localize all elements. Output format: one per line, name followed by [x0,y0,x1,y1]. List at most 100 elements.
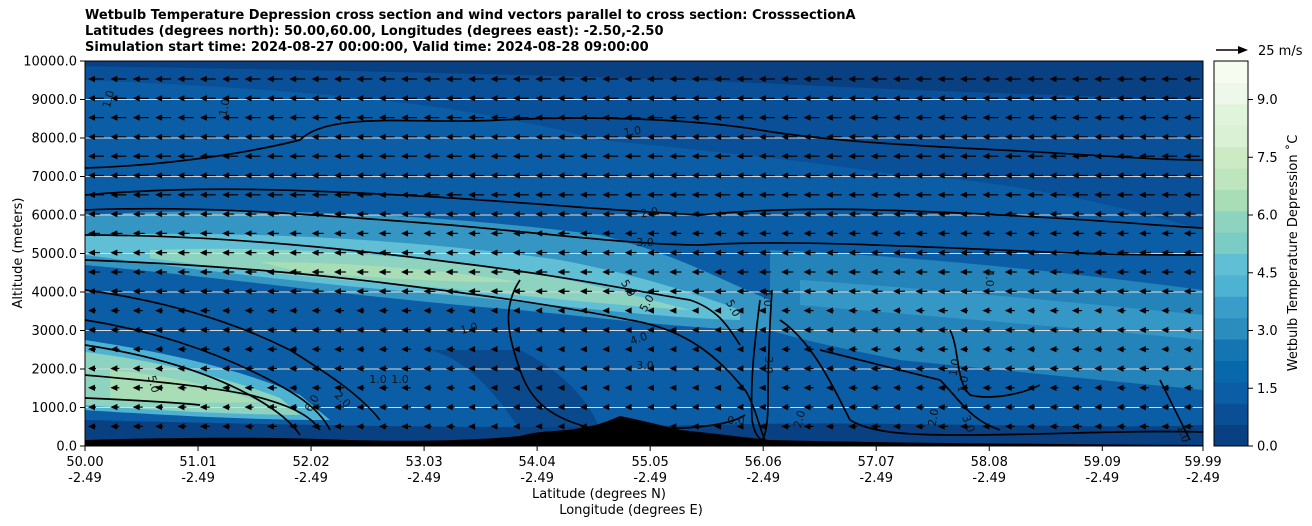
wind-arrow-head [1027,268,1035,276]
wind-arrow-head [781,172,789,179]
wind-arrow-head [289,172,297,179]
wind-arrow-head [803,191,811,198]
wind-arrow-head [736,249,744,256]
wind-arrow-head [781,346,789,353]
wind-arrow-head [222,172,230,179]
wind-arrow-head [199,307,207,314]
wind-arrow-head [1161,75,1169,83]
wind-arrow-head [1049,365,1057,372]
wind-vectors [88,75,1200,430]
wind-arrow-head [579,403,587,411]
wind-arrow-head [222,268,230,276]
wind-arrow-head [758,384,766,391]
wind-arrow-head [781,191,789,198]
wind-arrow-head [110,153,118,160]
contour-label: 4.0 [983,269,996,287]
wind-arrow-head [333,346,341,353]
wind-arrow-head [445,95,453,102]
wind-arrow-head [1116,172,1124,179]
colorbar-segment [1214,125,1248,148]
wind-arrow-head [758,326,766,334]
wind-arrow-head [132,114,140,121]
wind-arrow-head [289,230,297,237]
wind-arrow-head [1183,75,1191,83]
wind-arrow-head [870,307,878,314]
wind-arrow-head [1161,384,1169,391]
wind-arrow-head [222,346,230,353]
wind-arrow-head [222,114,230,121]
wind-arrow-head [803,365,811,372]
colorbar [1214,61,1248,447]
wind-arrow-head [915,268,923,276]
wind-arrow-head [535,95,543,102]
wind-arrow-head [423,326,431,334]
wind-arrow-head [468,326,476,334]
wind-arrow-head [333,75,341,83]
wind-arrow-head [915,230,923,237]
wind-arrow-head [1138,133,1146,141]
wind-arrow-head [333,268,341,276]
wind-arrow-head [132,365,140,372]
wind-arrow-head [445,75,453,83]
wind-arrow-head [624,95,632,102]
wind-arrow-head [356,268,364,276]
wind-arrow-head [602,153,610,160]
y-tick-label: 7000.0 [32,170,78,185]
wind-arrow-head [915,403,923,411]
wind-arrow-head [311,75,319,83]
contour-line [85,289,381,421]
wind-arrow-head [155,249,163,256]
wind-arrow-head [88,403,95,411]
contour-label: 2.0 [926,408,942,427]
wind-arrow-head [803,95,811,102]
wind-arrow-head [870,326,878,334]
wind-arrow-head [736,307,744,314]
wind-arrow-head [781,230,789,237]
wind-arrow-head [736,230,744,237]
wind-arrow-head [870,403,878,411]
wind-arrow-head [1094,249,1102,256]
wind-arrow-head [647,288,654,295]
wind-arrow-head [892,365,900,372]
contour-label: 1.0 [100,89,117,109]
wind-arrow-head [848,346,856,353]
wind-arrow-head [892,114,900,121]
wind-arrow-head [803,230,811,237]
wind-arrow-head [669,210,677,218]
wind-arrow-head [378,268,386,276]
wind-arrow-head [982,153,990,160]
terrain [85,416,1203,446]
wind-arrow-head [1094,268,1102,276]
wind-arrow-head [982,230,990,237]
wind-arrow-head [557,365,565,372]
wind-arrow-head [289,133,297,141]
wind-arrow-head [1116,365,1124,372]
wind-arrow-head [401,114,409,121]
wind-arrow-head [557,133,565,141]
y-tick-label: 4000.0 [32,286,78,301]
wind-arrow-head [222,423,230,430]
wind-arrow-head [624,191,632,198]
wind-arrow-head [289,95,297,102]
wind-arrow-head [1049,153,1057,160]
wind-arrow-head [669,423,677,430]
wind-arrow-head [825,326,833,334]
wind-arrow-head [937,114,945,121]
wind-arrow-head [825,191,833,198]
wind-arrow-head [1183,384,1191,391]
wind-arrow-head [803,114,811,121]
contour-label: 1.0 [956,375,972,394]
wind-arrow-head [937,75,945,83]
wind-arrow-head [960,95,968,102]
wind-arrow-head [535,210,543,218]
wind-arrow-head [691,288,699,295]
wind-arrow-head [88,307,95,314]
wind-arrow-head [1116,133,1124,141]
wind-arrow-head [1027,114,1035,121]
wind-arrow-head [1138,346,1146,353]
wind-arrow-head [1004,230,1012,237]
wind-arrow-head [624,172,632,179]
wind-arrow-head [1049,307,1057,314]
colorbar-segment [1214,424,1248,447]
